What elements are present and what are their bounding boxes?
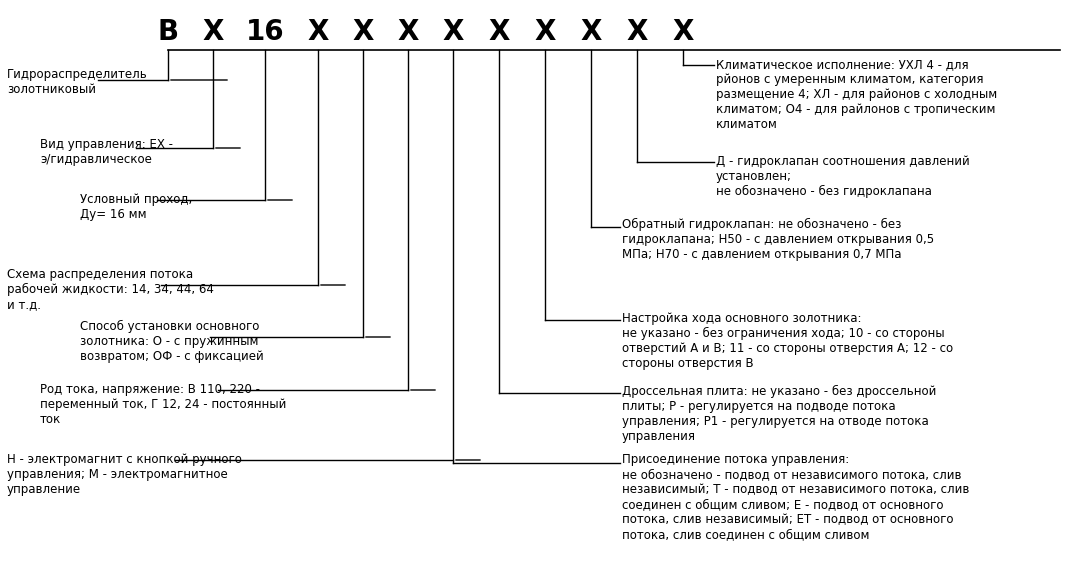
- Text: Х: Х: [534, 18, 556, 46]
- Text: Гидрораспределитель
золотниковый: Гидрораспределитель золотниковый: [7, 68, 148, 96]
- Text: Х: Х: [202, 18, 224, 46]
- Text: Схема распределения потока
рабочей жидкости: 14, 34, 44, 64
и т.д.: Схема распределения потока рабочей жидко…: [7, 268, 214, 311]
- Text: Н - электромагнит с кнопкой ручного
управления; М - электромагнитное
управление: Н - электромагнит с кнопкой ручного упра…: [7, 453, 242, 496]
- Text: Способ установки основного
золотника: О - с пружинным
возвратом; ОФ - с фиксацие: Способ установки основного золотника: О …: [80, 320, 264, 363]
- Text: Род тока, напряжение: В 110, 220 -
переменный ток, Г 12, 24 - постоянный
ток: Род тока, напряжение: В 110, 220 - перем…: [40, 383, 286, 426]
- Text: Условный проход,
Ду= 16 мм: Условный проход, Ду= 16 мм: [80, 193, 192, 221]
- Text: Х: Х: [443, 18, 463, 46]
- Text: Х: Х: [397, 18, 419, 46]
- Text: Д - гидроклапан соотношения давлений
установлен;
не обозначено - без гидроклапан: Д - гидроклапан соотношения давлений уст…: [716, 155, 970, 198]
- Text: Х: Х: [626, 18, 648, 46]
- Text: Х: Х: [488, 18, 510, 46]
- Text: Дроссельная плита: не указано - без дроссельной
плиты; Р - регулируется на подво: Дроссельная плита: не указано - без дрос…: [622, 385, 936, 443]
- Text: Х: Х: [673, 18, 693, 46]
- Text: Вид управления: ЕХ -
э/гидравлическое: Вид управления: ЕХ - э/гидравлическое: [40, 138, 173, 166]
- Text: Х: Х: [580, 18, 602, 46]
- Text: Обратный гидроклапан: не обозначено - без
гидроклапана; Н50 - с давлением открыв: Обратный гидроклапан: не обозначено - бе…: [622, 218, 934, 261]
- Text: Присоединение потока управления:
не обозначено - подвод от независимого потока, : Присоединение потока управления: не обоз…: [622, 453, 969, 541]
- Text: Настройка хода основного золотника:
не указано - без ограничения хода; 10 - со с: Настройка хода основного золотника: не у…: [622, 312, 953, 370]
- Text: Климатическое исполнение: УХЛ 4 - для
рйонов с умеренным климатом, категория
раз: Климатическое исполнение: УХЛ 4 - для рй…: [716, 58, 997, 131]
- Text: 16: 16: [245, 18, 284, 46]
- Text: Х: Х: [307, 18, 329, 46]
- Text: Х: Х: [353, 18, 373, 46]
- Text: В: В: [157, 18, 179, 46]
